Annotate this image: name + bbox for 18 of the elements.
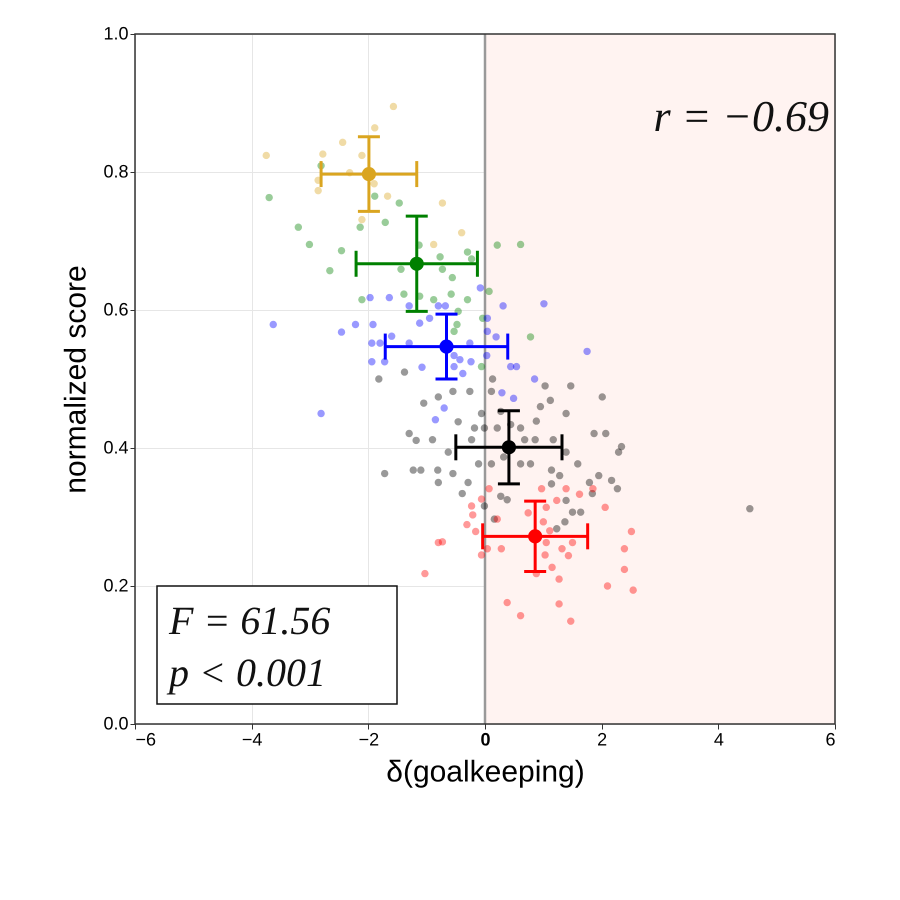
annotation: p < 0.001 xyxy=(166,650,326,695)
x-tick-label: 6 xyxy=(825,730,836,750)
annotation: r = −0.69 xyxy=(653,92,829,141)
x-tick-label: −4 xyxy=(242,730,262,750)
x-axis-title: δ(goalkeeping) xyxy=(386,756,585,788)
x-tick-label: 4 xyxy=(714,730,724,750)
y-tick-label: 0.4 xyxy=(103,438,128,458)
y-axis-title: normalized score xyxy=(59,265,92,494)
x-tick-label: 0 xyxy=(480,730,491,750)
y-tick-label: 0.0 xyxy=(103,714,128,734)
annotation: F = 61.56 xyxy=(168,598,330,643)
x-tick-label: −2 xyxy=(358,730,380,750)
y-tick-label: 1.0 xyxy=(103,24,128,44)
x-tick-label: −6 xyxy=(136,730,156,750)
y-tick-label: 0.8 xyxy=(103,162,128,182)
y-tick-label: 0.2 xyxy=(103,576,128,596)
x-tick-label: 2 xyxy=(597,730,608,750)
y-tick-label: 0.6 xyxy=(103,300,128,320)
